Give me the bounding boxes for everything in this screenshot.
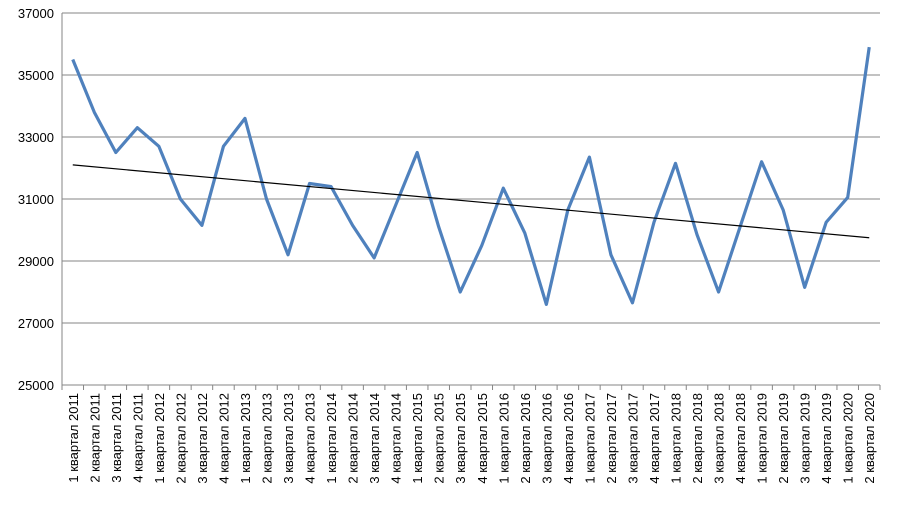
x-tick-label: 4 квартал 2018: [733, 393, 748, 484]
y-tick-label: 35000: [18, 68, 54, 83]
x-tick-label: 4 квартал 2015: [475, 393, 490, 484]
x-tick-label: 1 квартал 2011: [66, 393, 81, 483]
x-tick-label: 4 квартал 2016: [561, 393, 576, 484]
x-tick-label: 2 квартал 2016: [518, 393, 533, 484]
y-tick-label: 29000: [18, 254, 54, 269]
x-tick-label: 3 квартал 2017: [625, 393, 640, 484]
x-tick-label: 1 квартал 2014: [324, 393, 339, 484]
x-tick-label: 3 квартал 2019: [798, 393, 813, 484]
x-tick-label: 1 квартал 2015: [410, 393, 425, 484]
x-tick-label: 3 квартал 2015: [453, 393, 468, 484]
x-tick-label: 1 квартал 2020: [841, 393, 856, 484]
x-tick-label: 2 квартал 2011: [87, 393, 102, 483]
x-tick-label: 2 квартал 2015: [432, 393, 447, 484]
x-tick-label: 1 квартал 2019: [755, 393, 770, 484]
x-tick-label: 3 квартал 2014: [367, 393, 382, 484]
x-tick-label: 1 квартал 2016: [496, 393, 511, 484]
x-tick-label: 3 квартал 2016: [539, 393, 554, 484]
x-tick-label: 2 квартал 2020: [862, 393, 877, 484]
x-tick-label: 2 квартал 2014: [346, 393, 361, 484]
x-tick-label: 4 квартал 2013: [303, 393, 318, 484]
x-tick-label: 1 квартал 2018: [669, 393, 684, 484]
y-tick-label: 31000: [18, 192, 54, 207]
x-tick-label: 1 квартал 2017: [582, 393, 597, 484]
x-tick-label: 2 квартал 2019: [776, 393, 791, 484]
x-tick-label: 1 квартал 2013: [238, 393, 253, 484]
x-tick-label: 4 квартал 2014: [389, 393, 404, 484]
x-tick-label: 2 квартал 2012: [173, 393, 188, 484]
x-tick-label: 1 квартал 2012: [152, 393, 167, 484]
y-tick-label: 33000: [18, 130, 54, 145]
y-tick-label: 25000: [18, 378, 54, 393]
x-tick-label: 4 квартал 2017: [647, 393, 662, 484]
x-tick-label: 3 квартал 2013: [281, 393, 296, 484]
x-tick-label: 4 квартал 2011: [130, 393, 145, 483]
x-tick-label: 2 квартал 2017: [604, 393, 619, 484]
y-tick-label: 37000: [18, 6, 54, 21]
y-tick-label: 27000: [18, 316, 54, 331]
x-tick-label: 2 квартал 2013: [260, 393, 275, 484]
x-tick-label: 4 квартал 2019: [819, 393, 834, 484]
data-line: [71, 46, 871, 306]
trend-line: [72, 164, 870, 239]
x-tick-label: 3 квартал 2012: [195, 393, 210, 484]
x-tick-label: 3 квартал 2011: [109, 393, 124, 483]
x-tick-label: 4 квартал 2012: [216, 393, 231, 484]
x-tick-label: 3 квартал 2018: [712, 393, 727, 484]
x-tick-label: 2 квартал 2018: [690, 393, 705, 484]
